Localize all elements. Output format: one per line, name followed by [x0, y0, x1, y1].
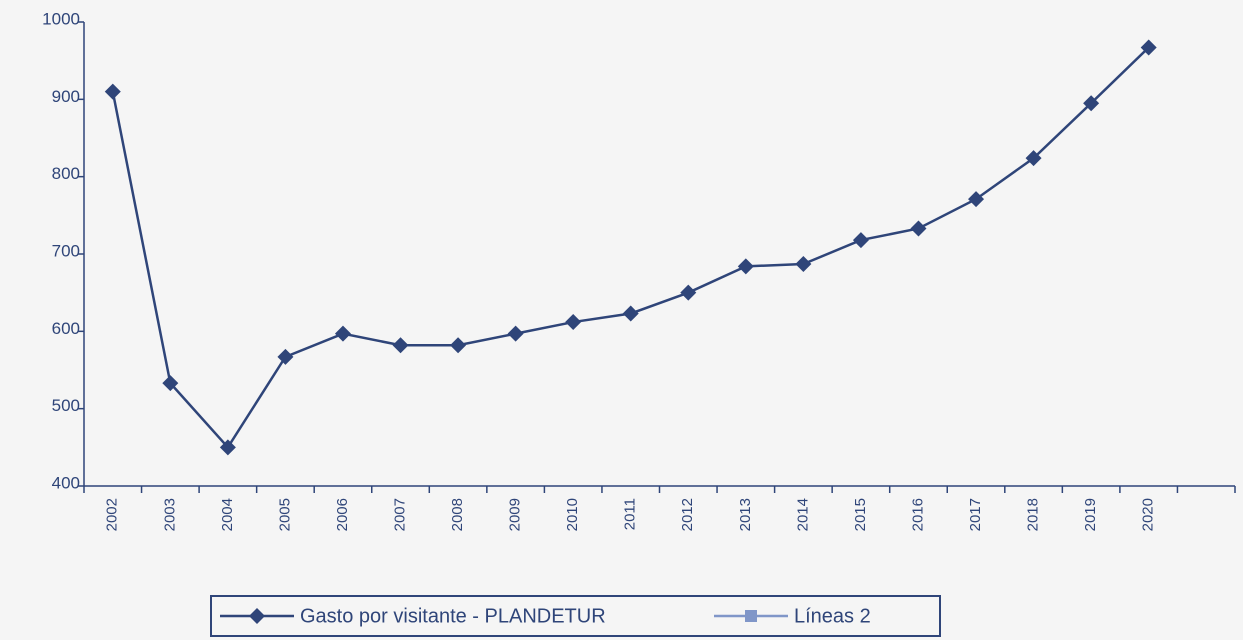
y-tick-label: 500 [52, 396, 80, 415]
x-tick-label: 2019 [1082, 498, 1099, 531]
legend-box [210, 595, 941, 637]
x-tick-label: 2004 [219, 498, 236, 531]
y-tick-label: 700 [52, 241, 80, 260]
y-tick-label: 800 [52, 164, 80, 183]
x-tick-label: 2002 [104, 498, 121, 531]
point-marker [450, 337, 467, 354]
x-tick-label: 2016 [909, 498, 926, 531]
y-tick-label: 900 [52, 87, 80, 106]
point-marker [852, 232, 869, 249]
point-marker [334, 325, 351, 342]
point-marker [622, 305, 639, 322]
x-tick-label: 2013 [737, 498, 754, 531]
x-tick-label: 2014 [794, 498, 811, 531]
point-marker [277, 348, 294, 365]
x-tick-label: 2003 [161, 498, 178, 531]
y-tick-label: 1000 [42, 9, 80, 28]
point-marker [565, 314, 582, 331]
x-tick-label: 2007 [391, 498, 408, 531]
x-tick-label: 2010 [564, 498, 581, 531]
x-tick-label: 2008 [449, 498, 466, 531]
series-line [111, 46, 1150, 450]
point-marker [680, 284, 697, 301]
x-tick-label: 2011 [622, 498, 639, 530]
x-tick-label: 2015 [852, 498, 869, 531]
point-marker [507, 325, 524, 342]
legend-label: Gasto por visitante - PLANDETUR [300, 605, 606, 627]
point-marker [968, 191, 985, 208]
point-marker [795, 256, 812, 273]
point-marker [162, 375, 179, 392]
y-tick-label: 600 [52, 319, 80, 338]
point-marker [910, 220, 927, 237]
point-marker [104, 83, 121, 100]
legend-label: Líneas 2 [794, 605, 871, 627]
legend-marker [249, 608, 265, 624]
point-marker [1083, 95, 1100, 112]
point-marker [392, 337, 409, 354]
legend-marker [745, 610, 757, 622]
y-tick-label: 400 [52, 473, 80, 492]
x-tick-label: 2005 [276, 498, 293, 531]
x-tick-label: 2018 [1025, 498, 1042, 531]
point-marker [1140, 39, 1157, 56]
point-marker [737, 258, 754, 275]
x-tick-label: 2006 [334, 498, 351, 531]
x-tick-label: 2012 [679, 498, 696, 531]
x-tick-label: 2009 [507, 498, 524, 531]
x-tick-label: 2017 [967, 498, 984, 531]
x-tick-label: 2020 [1140, 498, 1157, 531]
point-marker [219, 439, 236, 456]
point-marker [1025, 150, 1042, 167]
